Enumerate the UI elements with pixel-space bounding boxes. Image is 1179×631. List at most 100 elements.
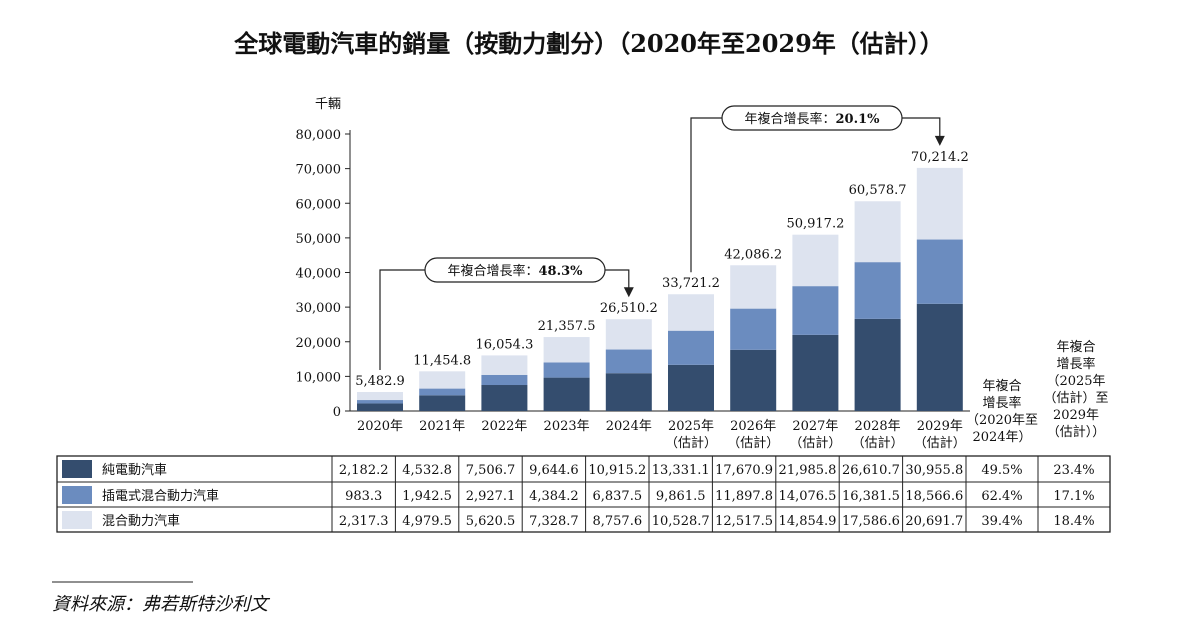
bar-segment-bev [916, 303, 963, 411]
bar-segment-hev [668, 294, 714, 331]
table-cell: 11,897.8 [715, 489, 773, 504]
table-cell: 20,691.7 [905, 514, 963, 529]
cagr-bubble-value: 20.1% [836, 112, 881, 127]
table-cell: 9,644.6 [529, 463, 579, 478]
total-label: 42,086.2 [724, 247, 782, 262]
x-tick-label: 2021年 [419, 419, 465, 434]
table-cell: 9,861.5 [656, 489, 706, 504]
table-cell: 26,610.7 [842, 463, 900, 478]
legend-table-border [56, 455, 1111, 533]
bar-segment-phev [357, 400, 403, 404]
table-cell: 30,955.8 [905, 463, 963, 478]
x-tick-label: 2028年 [855, 419, 901, 434]
legend-label: 插電式混合動力汽車 [102, 489, 219, 504]
bar-segment-bev [792, 334, 839, 411]
table-cell: 17,586.6 [842, 514, 900, 529]
bar-segment-hev [419, 371, 466, 389]
cagr-header-line: 2029年 [1053, 408, 1099, 423]
x-tick-sublabel: （估計） [665, 435, 717, 451]
cagr-header-line: 年複合 [1056, 339, 1095, 355]
bar-segment-hev [792, 234, 839, 287]
table-cell: 14,076.5 [779, 489, 837, 504]
total-label: 26,510.2 [600, 301, 658, 316]
y-tick-label: 30,000 [296, 301, 342, 316]
table-cell: 6,837.5 [592, 489, 642, 504]
x-tick-label: 2027年 [792, 419, 838, 434]
bar-segment-hev [481, 355, 528, 375]
y-tick-label: 70,000 [296, 163, 342, 178]
table-cagr-cell: 62.4% [981, 489, 1022, 504]
bar-segment-bev [481, 385, 528, 411]
table-cell: 983.3 [345, 489, 382, 504]
table-cell: 2,927.1 [466, 489, 516, 504]
table-cagr-cell: 23.4% [1053, 463, 1094, 478]
y-tick-label: 10,000 [296, 370, 342, 385]
bar-segment-phev [854, 262, 901, 319]
x-tick-label: 2025年 [668, 419, 714, 434]
y-tick-label: 0 [333, 405, 341, 420]
x-tick-label: 2026年 [730, 419, 776, 434]
table-cell: 2,317.3 [339, 514, 389, 529]
table-cell: 1,942.5 [402, 489, 452, 504]
x-tick-label: 2020年 [357, 419, 403, 434]
total-label: 70,214.2 [911, 150, 969, 165]
bar-segment-bev [543, 377, 590, 411]
x-tick-label: 2024年 [606, 419, 652, 434]
y-tick-label: 20,000 [296, 336, 342, 351]
cagr-bubble [424, 257, 606, 283]
bar-segment-phev [419, 388, 466, 396]
table-cell: 21,985.8 [779, 463, 837, 478]
chart-title: 全球電動汽車的銷量（按動力劃分）（2020年至2029年（估計）） [233, 29, 944, 58]
y-tick-label: 60,000 [296, 197, 342, 212]
x-tick-sublabel: （估計） [914, 435, 966, 451]
legend-label: 純電動汽車 [102, 463, 167, 478]
table-cell: 10,915.2 [588, 463, 646, 478]
y-tick-label: 40,000 [296, 267, 342, 282]
bar-segment-phev [481, 374, 528, 386]
bar-segment-bev [668, 364, 714, 411]
table-cell: 18,566.6 [905, 489, 963, 504]
cagr-bubble [721, 105, 903, 131]
table-cell: 14,854.9 [779, 514, 837, 529]
bar-segment-hev [605, 319, 652, 350]
total-label: 5,482.9 [355, 374, 405, 389]
bar-segment-bev [419, 395, 466, 411]
x-tick-sublabel: （估計） [727, 435, 779, 451]
total-label: 60,578.7 [849, 183, 907, 198]
table-cagr-cell: 39.4% [981, 514, 1022, 529]
bar-segment-phev [792, 286, 839, 335]
total-label: 33,721.2 [662, 276, 720, 291]
x-tick-sublabel: （估計） [852, 435, 904, 451]
total-label: 50,917.2 [786, 217, 844, 232]
legend-swatch [62, 511, 92, 529]
bar-segment-hev [543, 337, 590, 363]
cagr-header-line: 2024年） [972, 430, 1031, 445]
x-tick-label: 2022年 [481, 419, 527, 434]
cagr-header-line: 增長率 [982, 395, 1021, 411]
table-cell: 4,532.8 [402, 463, 452, 478]
bar-segment-phev [668, 330, 714, 365]
table-cell: 4,979.5 [402, 514, 452, 529]
table-cell: 7,328.7 [529, 514, 579, 529]
legend-label: 混合動力汽車 [102, 514, 180, 529]
cagr-header-line: 增長率 [1056, 356, 1095, 372]
total-label: 21,357.5 [538, 319, 596, 334]
bar-segment-bev [854, 318, 901, 411]
x-tick-sublabel: （估計） [789, 435, 841, 451]
arrow-down-icon [623, 287, 634, 298]
cagr-header-line: （2025年 [1046, 374, 1105, 389]
table-cagr-cell: 49.5% [981, 463, 1022, 478]
table-cell: 16,381.5 [842, 489, 900, 504]
x-tick-label: 2029年 [917, 419, 963, 434]
bar-segment-phev [605, 349, 652, 374]
y-axis-label: 千輛 [315, 97, 341, 112]
table-cell: 17,670.9 [715, 463, 773, 478]
table-cell: 2,182.2 [339, 463, 389, 478]
y-tick-label: 50,000 [296, 232, 342, 247]
y-tick-label: 80,000 [296, 128, 342, 143]
bar-segment-bev [605, 373, 652, 411]
cagr-header-line: （估計）至 [1043, 390, 1108, 406]
cagr-header-line: （2020年至 [966, 413, 1038, 428]
table-cell: 13,331.1 [652, 463, 710, 478]
